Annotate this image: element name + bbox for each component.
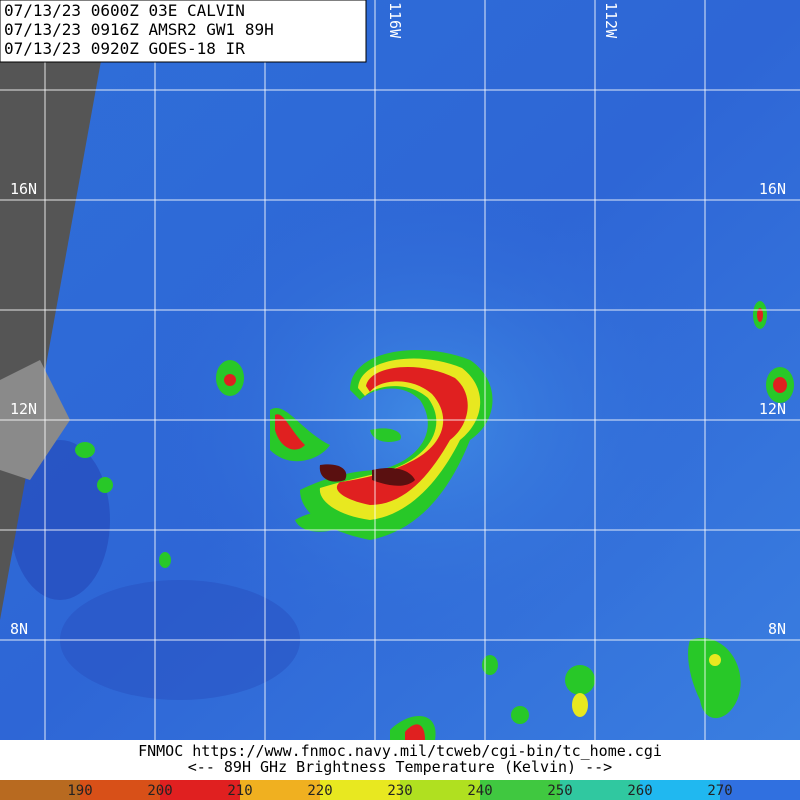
colorbar-segment <box>240 780 320 800</box>
colorbar-label: 250 <box>547 783 572 799</box>
cold-patch <box>10 440 110 600</box>
colorbar: 190 200 210 220 230 240 250 260 270 <box>0 780 800 800</box>
header-line: 07/13/23 0600Z 03E CALVIN <box>4 1 245 20</box>
latitude-label: 12N <box>10 400 37 418</box>
colorbar-segment <box>480 780 560 800</box>
header-box <box>0 0 367 63</box>
colorbar-segment <box>640 780 720 800</box>
colorbar-label: 240 <box>467 783 492 799</box>
graticule-labels: 116W 112W 16N 16N 12N 12N 8N 8N <box>10 2 786 638</box>
latitude-label: 8N <box>768 620 786 638</box>
colorbar-label: 270 <box>707 783 732 799</box>
graticule <box>0 0 800 740</box>
colorbar-segment <box>320 780 400 800</box>
colorbar-segment <box>720 780 800 800</box>
colorbar-label: 220 <box>307 783 332 799</box>
colorbar-label: 210 <box>227 783 252 799</box>
footer-box <box>0 740 800 780</box>
footer-line: FNMOC https://www.fnmoc.navy.mil/tcweb/c… <box>138 742 662 760</box>
colorbar-segment <box>0 780 80 800</box>
latitude-label: 16N <box>759 180 786 198</box>
header-line: 07/13/23 0920Z GOES-18 IR <box>4 39 245 58</box>
colorbar-label: 260 <box>627 783 652 799</box>
longitude-label: 112W <box>602 2 620 39</box>
footer: FNMOC https://www.fnmoc.navy.mil/tcweb/c… <box>138 742 662 776</box>
footer-line: <-- 89H GHz Brightness Temperature (Kelv… <box>188 758 612 776</box>
latitude-label: 16N <box>10 180 37 198</box>
colorbar-label: 200 <box>147 783 172 799</box>
colorbar-segment <box>160 780 240 800</box>
colorbar-segment <box>560 780 640 800</box>
header-line: 07/13/23 0916Z AMSR2 GW1 89H <box>4 20 274 39</box>
latitude-label: 12N <box>759 400 786 418</box>
latitude-label: 8N <box>10 620 28 638</box>
storm <box>75 301 794 740</box>
colorbar-label: 190 <box>67 783 92 799</box>
longitude-label: 116W <box>386 2 404 39</box>
colorbar-segment <box>400 780 480 800</box>
colorbar-segment <box>80 780 160 800</box>
colorbar-label: 230 <box>387 783 412 799</box>
